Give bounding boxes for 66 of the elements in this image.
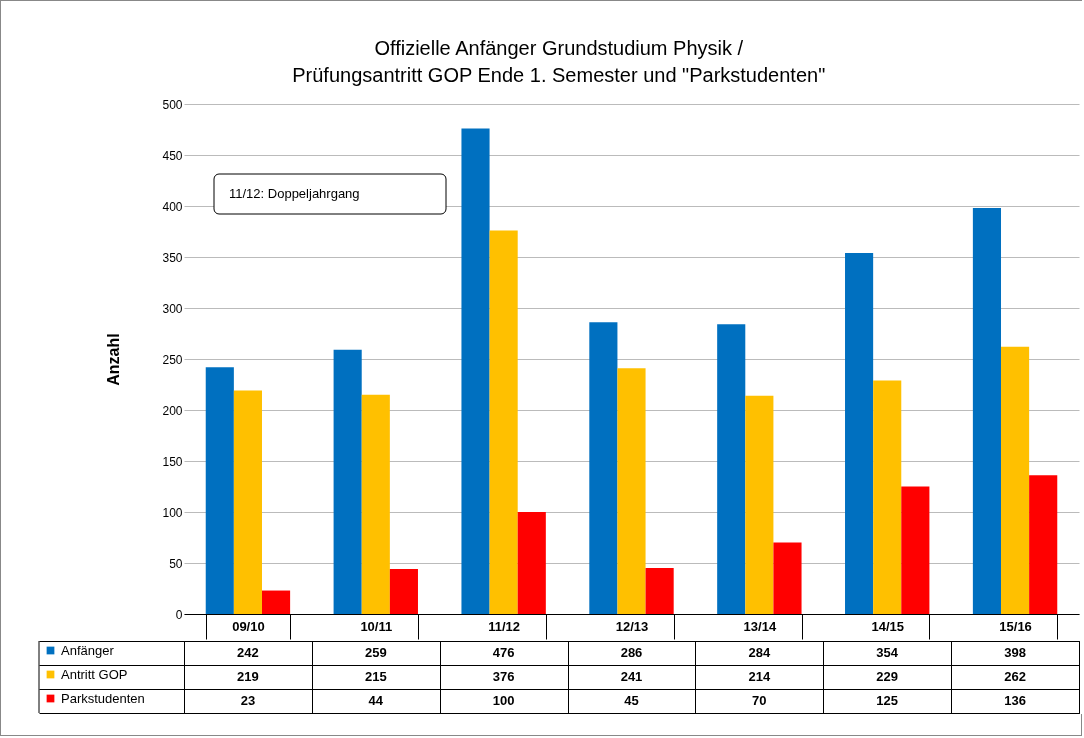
bar (333, 349, 362, 614)
bar (717, 324, 746, 614)
data-label: 44 (368, 693, 384, 708)
y-tick-label: 200 (162, 403, 183, 418)
data-label: 229 (876, 669, 899, 684)
data-label: 219 (237, 669, 259, 684)
bar (389, 569, 418, 614)
y-tick-label: 50 (169, 556, 183, 571)
data-label: 45 (624, 693, 639, 708)
legend-label: Anfänger (61, 642, 115, 658)
legend-label: Parkstudenten (61, 690, 145, 706)
bar (745, 395, 774, 614)
chart-title: Offizielle Anfänger Grundstudium Physik / Prüfungsantritt GOP Ende 1. Semester und "Parkstudenten" (292, 37, 826, 86)
data-label: 136 (1004, 693, 1026, 708)
bar (489, 230, 518, 614)
bar (845, 252, 874, 614)
bar (517, 512, 546, 614)
bar (1001, 346, 1030, 614)
bar (972, 208, 1002, 614)
annotation: 11/12: Doppeljahrgang (229, 186, 360, 201)
y-tick-label: 300 (162, 301, 183, 316)
x-tick-label: 12/13 (615, 618, 649, 634)
y-tick-label: 0 (175, 607, 183, 622)
x-tick-label: 09/10 (232, 618, 265, 634)
x-tick-label: 14/15 (871, 618, 904, 634)
data-label: 398 (1004, 645, 1026, 660)
data-label: 476 (492, 645, 515, 660)
x-tick-label: 15/16 (999, 618, 1032, 634)
y-tick-label: 350 (162, 250, 183, 265)
bar (205, 367, 234, 614)
data-label: 23 (240, 693, 256, 708)
y-tick-label: 250 (162, 352, 183, 367)
data-label: 354 (876, 645, 899, 660)
data-label: 376 (492, 669, 515, 684)
x-tick-label: 10/11 (360, 618, 393, 634)
data-label: 100 (492, 693, 515, 708)
bar (645, 568, 674, 614)
data-label: 242 (237, 645, 259, 660)
bar (461, 128, 490, 614)
legend-label: Antritt GOP (61, 666, 128, 682)
bar (261, 590, 291, 614)
data-label: 241 (620, 669, 643, 684)
data-label: 215 (364, 669, 387, 684)
data-label: 262 (1004, 669, 1026, 684)
bar (901, 486, 930, 614)
data-label: 259 (364, 645, 387, 660)
data-label: 284 (748, 645, 771, 660)
y-tick-label: 150 (162, 454, 183, 469)
bar (617, 368, 646, 614)
bar (361, 394, 390, 614)
y-tick-label: 500 (162, 97, 183, 112)
y-axis-title: Anzahl (105, 333, 123, 386)
bar (873, 380, 902, 614)
x-tick-label: 11/12 (488, 618, 521, 634)
data-label: 70 (752, 693, 767, 708)
y-tick-label: 450 (162, 148, 183, 163)
bar (1029, 475, 1058, 614)
bar (773, 542, 802, 614)
bar (589, 322, 618, 614)
data-label: 286 (620, 645, 643, 660)
bar (233, 390, 262, 614)
y-tick-label: 100 (162, 505, 183, 520)
x-tick-label: 13/14 (743, 618, 777, 634)
data-label: 214 (748, 669, 771, 684)
y-tick-label: 400 (162, 199, 183, 214)
data-label: 125 (876, 693, 899, 708)
